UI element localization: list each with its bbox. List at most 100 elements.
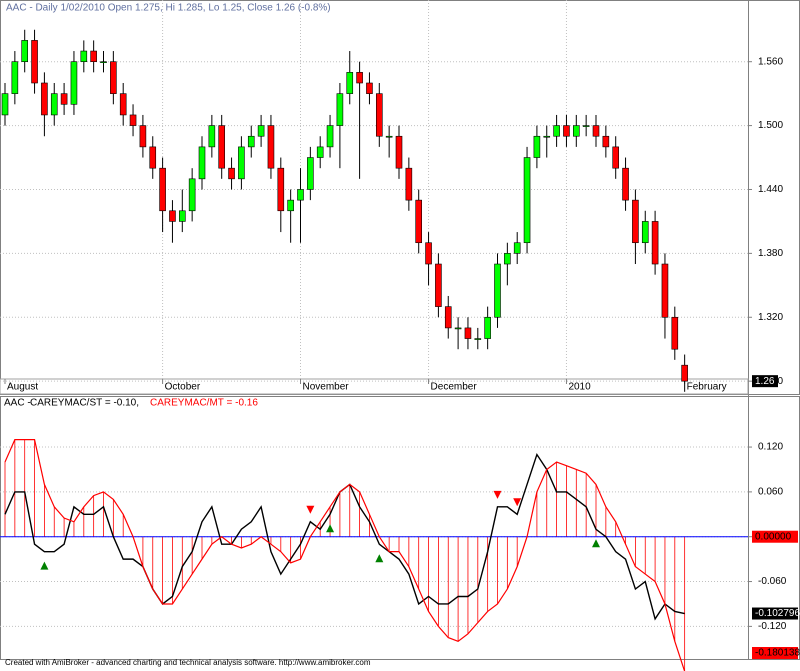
candle-body [50, 93, 58, 116]
candle-body [395, 135, 403, 169]
st-box [752, 607, 798, 620]
candle-body [169, 210, 176, 222]
y-tick-label: 1.440 [758, 184, 783, 195]
candle-body [297, 189, 304, 201]
candle-body [563, 125, 570, 137]
y-tick-label: -0.060 [758, 576, 787, 587]
x-tick-label: December [431, 382, 478, 393]
sell-signal [306, 505, 315, 514]
y-tick-label: 1.500 [758, 120, 783, 131]
candle-body [671, 316, 679, 350]
candle-body [129, 114, 137, 126]
candle-body [592, 125, 600, 137]
y-tick-label: 0.120 [758, 442, 783, 453]
candle-body [484, 316, 491, 339]
candle-body [247, 135, 255, 148]
indicator-line [4, 438, 686, 671]
candle-body [238, 146, 245, 180]
candle-body [582, 125, 590, 127]
y-tick-label: -0.120 [758, 621, 787, 632]
y-tick-label: 1.380 [758, 248, 783, 259]
candle-body [385, 135, 393, 138]
candle-body [90, 50, 97, 62]
candle-body [336, 93, 344, 126]
y-tick-label: 0.060 [758, 487, 783, 498]
mt-box [752, 647, 798, 659]
sell-signal [513, 498, 522, 507]
mt-box-label: -0.180138 [755, 648, 800, 659]
x-tick-label: February [687, 382, 727, 393]
candle-body [307, 157, 314, 190]
buy-signal [326, 524, 335, 533]
candle-body [523, 157, 531, 244]
price-title: AAC - Daily 1/02/2010 Open 1.275, Hi 1.2… [6, 3, 331, 14]
candle-body [504, 253, 511, 265]
candle-body [80, 50, 88, 62]
footer: Created with AmiBroker - advanced charti… [5, 658, 371, 667]
candle-body [346, 72, 354, 94]
y-tick-label: 1.320 [758, 312, 783, 323]
candle-body [533, 135, 541, 158]
x-tick-label: November [303, 382, 350, 393]
candle-body [179, 210, 186, 222]
candle-body [494, 263, 501, 318]
candle-body [60, 93, 68, 105]
st-box-label: -0.102796 [755, 608, 800, 619]
candle-body [641, 221, 649, 244]
candle-body [119, 93, 127, 116]
candle-body [11, 61, 19, 94]
candle-body [228, 167, 235, 180]
candle-body [188, 178, 196, 212]
candle-body [110, 61, 117, 94]
buy-signal [375, 554, 384, 563]
candle-body [435, 263, 442, 307]
y-tick-label: 1.560 [758, 56, 783, 67]
candle-body [405, 167, 413, 201]
candle-body [661, 263, 669, 318]
candle-body [454, 327, 462, 330]
candle-body [474, 338, 482, 340]
sell-signal [493, 490, 502, 499]
candle-body [513, 242, 521, 254]
candle-body [1, 93, 9, 116]
candle-body [31, 40, 38, 84]
x-tick-label: 2010 [568, 382, 591, 393]
indicator-title: AAC - [4, 398, 31, 409]
candle-body [553, 125, 560, 137]
candle-body [159, 167, 166, 212]
candle-body [21, 40, 29, 62]
candle-body [70, 61, 78, 105]
candle-body [208, 125, 216, 148]
candle-body [681, 364, 688, 382]
buy-signal [40, 561, 49, 570]
candle-body [444, 306, 452, 329]
candle-body [316, 146, 324, 158]
date-strip [0, 378, 749, 395]
candle-body [464, 327, 472, 339]
candle-body [632, 199, 639, 244]
x-tick-label: August [7, 382, 38, 393]
buy-signal [592, 539, 600, 548]
candle-body [257, 125, 265, 137]
last-price-box [752, 375, 778, 388]
candle-body [267, 125, 275, 169]
candle-body [375, 93, 383, 137]
last-price-label: 1.26 [755, 376, 775, 387]
candle-body [326, 125, 334, 148]
candle-body [366, 82, 373, 94]
candle-body [287, 199, 294, 212]
x-tick-label: October [165, 382, 201, 393]
candle-body [277, 167, 285, 212]
candle-body [543, 135, 551, 138]
zero-box [752, 530, 798, 543]
candle-body [425, 242, 432, 265]
candle-body [218, 125, 225, 169]
candle-body [415, 199, 423, 244]
candle-body [612, 146, 620, 169]
candle-body [198, 146, 206, 180]
candle-body [41, 82, 48, 116]
candle-body [572, 125, 580, 137]
candle-body [651, 221, 659, 265]
candle-body [356, 72, 363, 84]
